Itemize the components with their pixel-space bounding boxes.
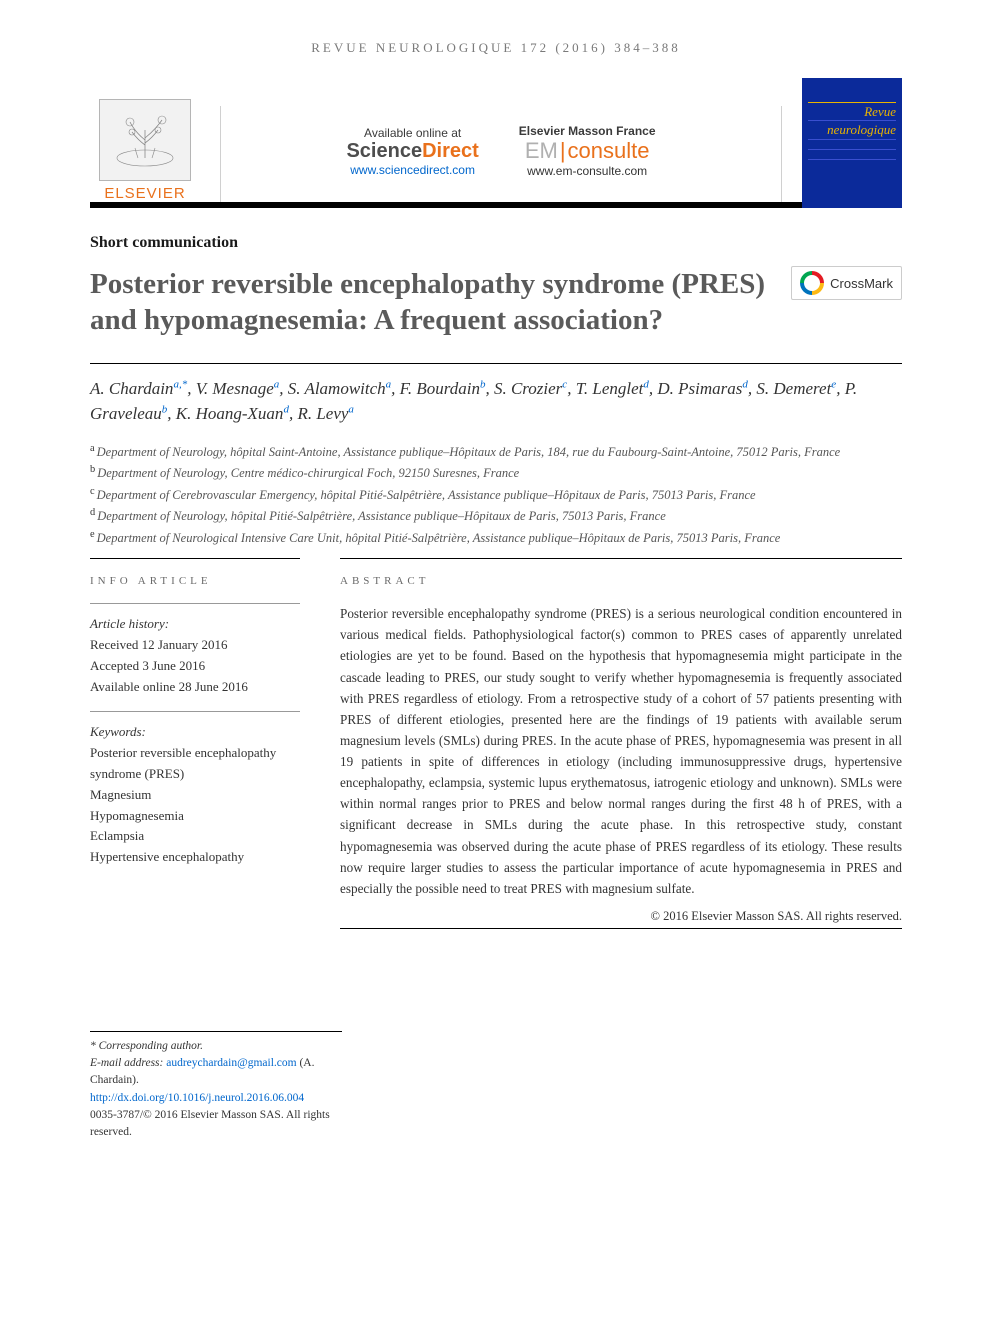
author-affiliation-link[interactable]: d xyxy=(643,378,649,390)
affiliation: eDepartment of Neurological Intensive Ca… xyxy=(90,527,902,549)
history-online: Available online 28 June 2016 xyxy=(90,677,300,698)
author-affiliation-link[interactable]: b xyxy=(480,378,486,390)
masson-label: Elsevier Masson France xyxy=(519,124,656,138)
divider xyxy=(90,603,300,604)
author-affiliation-link[interactable]: a,* xyxy=(173,378,187,390)
info-label: info article xyxy=(90,575,300,587)
sciencedirect-logo[interactable]: ScienceDirect xyxy=(346,140,478,163)
author: D. Psimarasd xyxy=(657,379,748,398)
author-affiliation-link[interactable]: a xyxy=(274,378,280,390)
corresponding-author-label: * Corresponding author. xyxy=(90,1038,342,1055)
doi-link[interactable]: http://dx.doi.org/10.1016/j.neurol.2016.… xyxy=(90,1092,304,1104)
author: T. Lengletd xyxy=(576,379,649,398)
keywords-label: Keywords: xyxy=(90,722,300,743)
author-affiliation-link[interactable]: b xyxy=(162,403,168,415)
crossmark-button[interactable]: CrossMark xyxy=(791,266,902,300)
corresponding-email-line: E-mail address: audreychardain@gmail.com… xyxy=(90,1055,342,1090)
abstract-column: abstract Posterior reversible encephalop… xyxy=(340,558,902,931)
article-type: Short communication xyxy=(90,234,902,252)
abstract-label: abstract xyxy=(340,575,902,587)
publisher-header: ELSEVIER Available online at ScienceDire… xyxy=(90,78,902,208)
running-head: REVUE NEUROLOGIQUE 172 (2016) 384–388 xyxy=(90,40,902,56)
abstract-text: Posterior reversible encephalopathy synd… xyxy=(340,603,902,899)
keyword: Posterior reversible encephalopathy synd… xyxy=(90,743,300,785)
affiliation: dDepartment of Neurology, hôpital Pitié-… xyxy=(90,505,902,527)
journal-cover-title-2: neurologique xyxy=(808,123,896,139)
author: F. Bourdainb xyxy=(400,379,486,398)
history-label: Article history: xyxy=(90,614,300,635)
issn-copyright: 0035-3787/© 2016 Elsevier Masson SAS. Al… xyxy=(90,1107,342,1142)
author-affiliation-link[interactable]: e xyxy=(831,378,836,390)
author: S. Crozierc xyxy=(494,379,567,398)
author: S. Demerete xyxy=(756,379,836,398)
author-affiliation-link[interactable]: a xyxy=(348,403,354,415)
email-label: E-mail address: xyxy=(90,1057,163,1069)
article-title: Posterior reversible encephalopathy synd… xyxy=(90,266,771,339)
author: R. Levya xyxy=(297,404,353,423)
crossmark-icon xyxy=(800,271,824,295)
author-affiliation-link[interactable]: a xyxy=(386,378,392,390)
keyword: Hypertensive encephalopathy xyxy=(90,847,300,868)
affiliation: bDepartment of Neurology, Centre médico-… xyxy=(90,462,902,484)
journal-cover-title-1: Revue xyxy=(808,105,896,121)
author: K. Hoang-Xuand xyxy=(176,404,289,423)
elsevier-logo[interactable]: ELSEVIER xyxy=(90,82,200,202)
keyword: Eclampsia xyxy=(90,826,300,847)
keyword: Hypomagnesemia xyxy=(90,806,300,827)
corresponding-email-link[interactable]: audreychardain@gmail.com xyxy=(166,1057,296,1069)
author-affiliation-link[interactable]: d xyxy=(742,378,748,390)
keywords-list: Posterior reversible encephalopathy synd… xyxy=(90,743,300,868)
author-affiliation-link[interactable]: c xyxy=(562,378,567,390)
history-received: Received 12 January 2016 xyxy=(90,635,300,656)
history-accepted: Accepted 3 June 2016 xyxy=(90,656,300,677)
divider xyxy=(90,711,300,712)
article-info-column: info article Article history: Received 1… xyxy=(90,558,300,931)
emconsulte-block: Elsevier Masson France EM|consulte www.e… xyxy=(519,124,656,178)
divider xyxy=(90,363,902,364)
emconsulte-logo[interactable]: EM|consulte xyxy=(519,138,656,164)
author: A. Chardaina,* xyxy=(90,379,187,398)
affiliation: cDepartment of Cerebrovascular Emergency… xyxy=(90,484,902,506)
author-list: A. Chardaina,*, V. Mesnagea, S. Alamowit… xyxy=(90,376,902,427)
elsevier-tree-icon xyxy=(99,99,191,181)
divider xyxy=(340,928,902,929)
author: S. Alamowitcha xyxy=(288,379,391,398)
emconsulte-url[interactable]: www.em-consulte.com xyxy=(519,164,656,178)
author-affiliation-link[interactable]: d xyxy=(283,403,289,415)
keyword: Magnesium xyxy=(90,785,300,806)
journal-cover-thumbnail[interactable]: Revue neurologique xyxy=(802,78,902,208)
crossmark-label: CrossMark xyxy=(830,276,893,291)
elsevier-wordmark: ELSEVIER xyxy=(104,185,185,202)
abstract-copyright: © 2016 Elsevier Masson SAS. All rights r… xyxy=(340,909,902,924)
affiliation: aDepartment of Neurology, hôpital Saint-… xyxy=(90,441,902,463)
author: V. Mesnagea xyxy=(196,379,280,398)
footer-block: * Corresponding author. E-mail address: … xyxy=(90,1031,342,1142)
sciencedirect-block: Available online at ScienceDirect www.sc… xyxy=(346,126,478,177)
available-online-label: Available online at xyxy=(346,126,478,140)
sciencedirect-url[interactable]: www.sciencedirect.com xyxy=(346,163,478,177)
affiliation-list: aDepartment of Neurology, hôpital Saint-… xyxy=(90,441,902,549)
